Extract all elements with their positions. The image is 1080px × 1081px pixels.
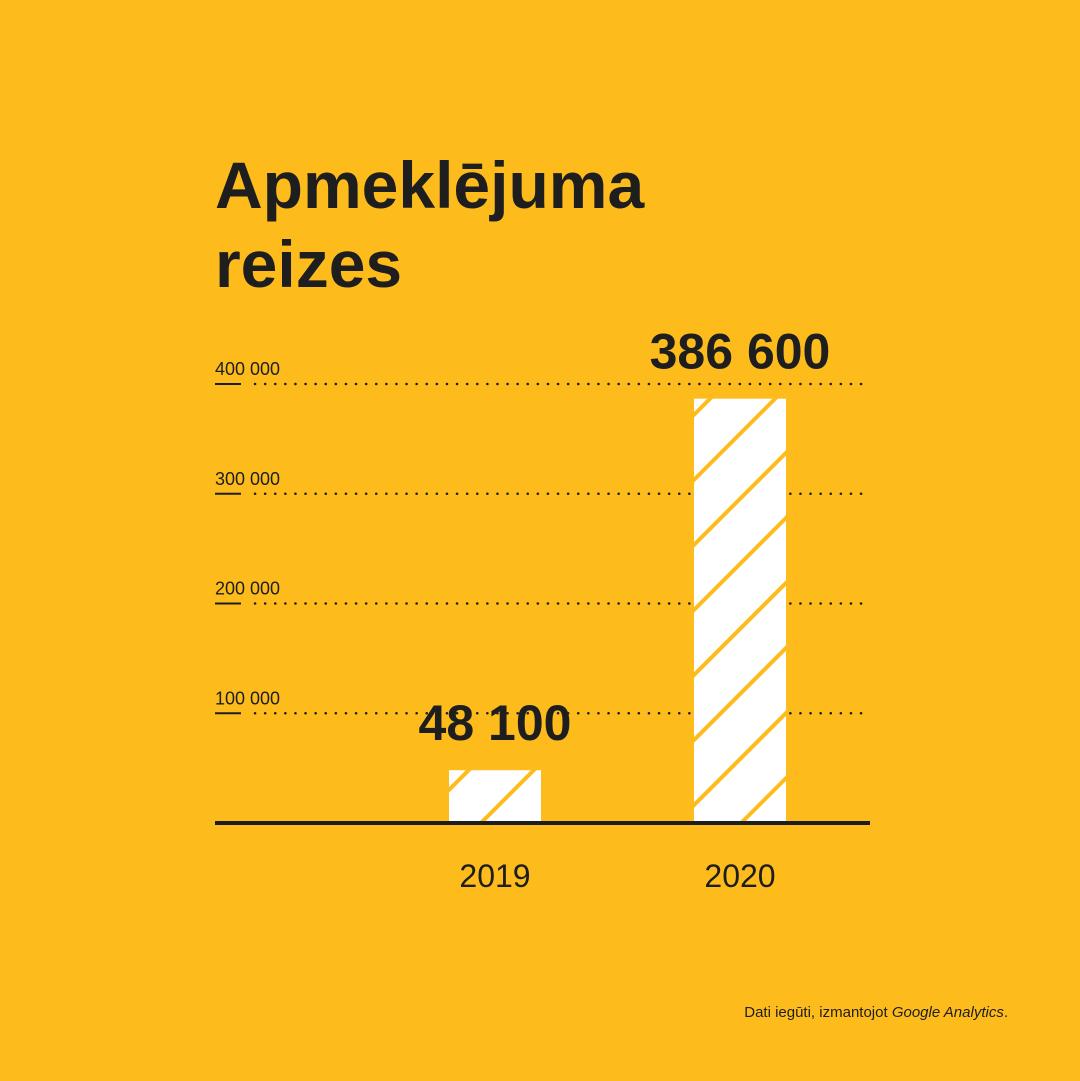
chart-title-line-1: Apmeklējuma: [215, 148, 645, 222]
grid: 100 000 200 000 300 000 400 000: [215, 359, 872, 715]
source-note: Dati iegūti, izmantojot Google Analytics…: [744, 1004, 1008, 1021]
bars: 48 100 2019 386 600 2020: [419, 324, 831, 894]
bar-2020: [694, 398, 786, 823]
y-tick-label: 200 000: [215, 579, 280, 599]
y-tick-label: 100 000: [215, 688, 280, 708]
y-tick-label: 300 000: [215, 469, 280, 489]
source-note-italic: Google Analytics: [892, 1004, 1005, 1021]
x-tick-label-2020: 2020: [704, 858, 775, 894]
source-note-prefix: Dati iegūti, izmantojot: [744, 1004, 892, 1021]
data-label-2019: 48 100: [419, 695, 572, 751]
x-tick-label-2019: 2019: [459, 858, 530, 894]
bar-2019: [449, 770, 541, 823]
data-label-2020: 386 600: [650, 324, 831, 380]
source-note-suffix: .: [1004, 1004, 1008, 1021]
y-tick-label: 400 000: [215, 359, 280, 379]
chart-title-line-2: reizes: [215, 227, 402, 301]
